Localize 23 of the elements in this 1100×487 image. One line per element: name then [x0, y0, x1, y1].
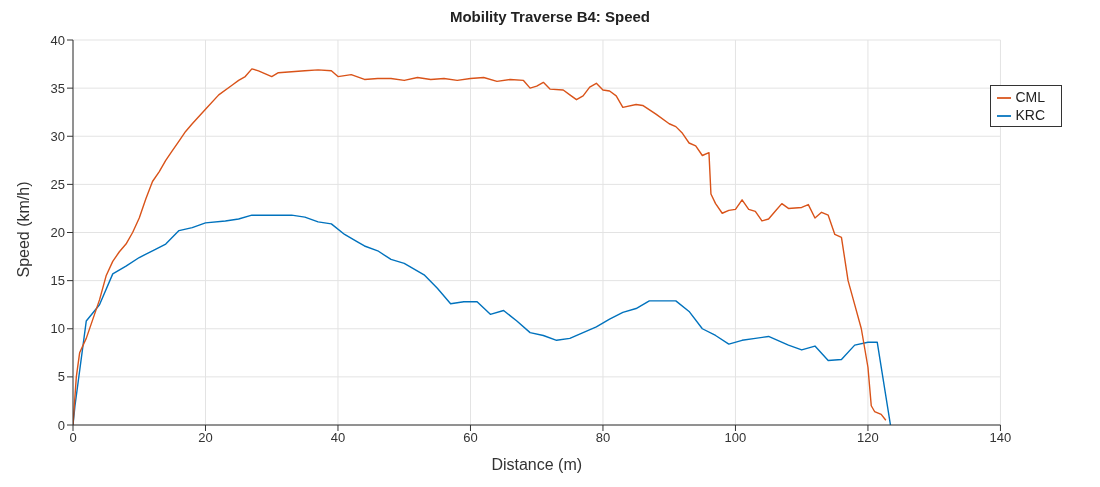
- y-tick-label: 40: [50, 32, 65, 48]
- y-tick-label: 5: [57, 369, 65, 385]
- x-tick-label: 140: [989, 430, 1012, 446]
- x-tick-label: 100: [724, 430, 747, 446]
- x-axis-title: Distance (m): [491, 456, 583, 473]
- x-tick-label: 0: [69, 430, 77, 446]
- y-tick-label: 0: [57, 417, 65, 433]
- legend-label: KRC: [1015, 107, 1045, 123]
- y-tick-label: 30: [50, 128, 65, 144]
- x-tick-label: 120: [857, 430, 879, 446]
- y-tick-label: 20: [50, 225, 65, 241]
- x-tick-label: 80: [595, 430, 611, 446]
- x-tick-label: 20: [198, 430, 213, 446]
- y-tick-label: 25: [50, 176, 65, 192]
- y-axis-title: Speed (km/h): [14, 181, 32, 278]
- legend-label: CML: [1015, 89, 1045, 105]
- line-series: [73, 214, 892, 425]
- y-tick-label: 35: [50, 80, 65, 96]
- y-tick-label: 10: [50, 321, 65, 337]
- chart-title: Mobility Traverse B4: Speed: [448, 8, 652, 27]
- y-tick-label: 15: [50, 273, 65, 289]
- x-tick-label: 40: [330, 430, 346, 446]
- x-tick-label: 60: [463, 430, 478, 446]
